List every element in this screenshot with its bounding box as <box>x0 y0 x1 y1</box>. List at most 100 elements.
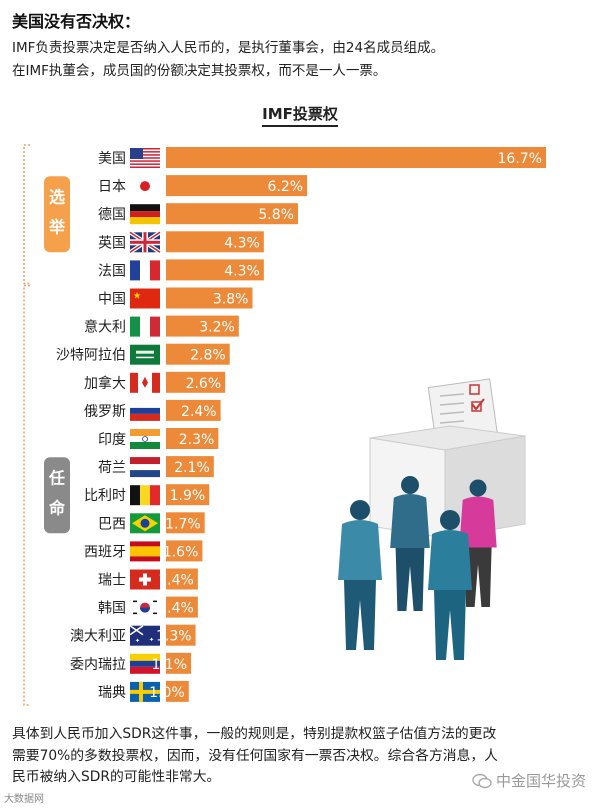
appointed-label-char: 命 <box>48 498 66 517</box>
footer-line: 需要70%的多数投票权，因而，没有任何国家有一票否决权。综合各方消息，人 <box>12 747 498 764</box>
flag-it-icon <box>130 316 160 337</box>
appointed-bracket <box>23 284 30 706</box>
voting-illustration <box>338 378 526 660</box>
country-label: 委内瑞拉 <box>70 657 126 673</box>
bar <box>166 540 203 562</box>
intro-line: IMF负责投票决定是否纳入人民币的，是执行董事会，由24名成员组成。 <box>12 40 445 56</box>
flag-de-icon <box>130 204 160 225</box>
country-label: 韩国 <box>98 601 126 617</box>
bar-value-label: 1.3% <box>156 629 192 645</box>
country-label: 瑞典 <box>98 685 126 701</box>
chart-title-text: IMF投票权 <box>262 105 338 127</box>
bar <box>166 596 198 618</box>
bar-value-label: 2.6% <box>186 376 222 392</box>
country-label: 美国 <box>98 151 126 167</box>
footer-line: 民币被纳入SDR的可能性非常大。 <box>12 769 221 785</box>
watermark-right: 中金国华投资 <box>472 770 586 791</box>
country-label: 印度 <box>98 432 126 448</box>
flag-kr-icon <box>130 597 160 618</box>
bar-value-label: 5.8% <box>258 207 294 223</box>
bar-value-label: 1.4% <box>158 601 194 617</box>
elected-label-char: 选 <box>49 187 65 206</box>
country-label: 日本 <box>98 179 126 195</box>
bar-value-label: 6.2% <box>267 179 303 195</box>
flag-gb-icon <box>128 230 162 254</box>
bar <box>166 259 264 281</box>
flag-fr-icon <box>130 260 160 281</box>
bar-value-label: 1.6% <box>163 544 199 560</box>
bar-value-label: 16.7% <box>498 151 542 167</box>
country-label: 加拿大 <box>84 375 126 392</box>
country-label: 西班牙 <box>84 544 126 560</box>
flag-ca-icon <box>130 372 160 393</box>
country-label: 英国 <box>98 234 126 251</box>
bar-value-label: 1.0% <box>149 685 185 701</box>
bar <box>166 428 219 449</box>
country-label: 中国 <box>98 292 126 308</box>
flag-ch-icon <box>130 569 160 590</box>
appointed-label-box <box>44 457 70 534</box>
bar-value-label: 3.2% <box>199 320 235 336</box>
country-label: 俄罗斯 <box>84 404 126 420</box>
bar <box>166 680 189 702</box>
bar-value-label: 2.1% <box>174 460 210 476</box>
bar-value-label: 1.1% <box>151 657 187 673</box>
watermark-left: 大数据网 <box>4 794 44 805</box>
country-label: 法国 <box>98 263 126 279</box>
bar-value-label: 2.3% <box>179 432 215 448</box>
country-label: 意大利 <box>84 319 126 336</box>
flag-es-icon <box>130 541 160 562</box>
bar-value-label: 1.9% <box>170 488 206 504</box>
flag-be-icon <box>130 485 160 506</box>
bar <box>166 371 226 393</box>
bar <box>166 203 298 225</box>
country-label: 德国 <box>98 207 126 223</box>
flag-sa-icon <box>130 344 160 365</box>
bar <box>166 315 239 337</box>
bar <box>166 147 546 168</box>
flag-br-icon <box>130 513 160 534</box>
country-label: 比利时 <box>84 488 126 504</box>
footer-line: 具体到人民币加入SDR这件事，一般的规则是，特别提款权篮子估值方法的更改 <box>12 726 497 742</box>
footer-text: 具体到人民币加入SDR这件事，一般的规则是，特别提款权篮子估值方法的更改 需要7… <box>12 724 588 789</box>
elected-label-box <box>44 176 70 253</box>
flag-au-icon: ✦✦ <box>129 625 160 646</box>
bar <box>166 652 192 674</box>
flag-in-icon <box>130 429 160 449</box>
bar <box>166 399 221 421</box>
flag-se-icon <box>130 681 160 702</box>
flag-jp-icon <box>130 176 160 197</box>
appointed-label-char: 任 <box>48 468 65 487</box>
svg-text:✦: ✦ <box>135 638 140 645</box>
svg-text:✦: ✦ <box>149 637 154 644</box>
page-title: 美国没有否决权： <box>12 12 141 31</box>
flag-nl-icon <box>130 457 160 478</box>
chart-title: IMF投票权 <box>0 103 600 127</box>
bar <box>166 175 308 197</box>
bar <box>166 568 198 590</box>
bar <box>166 287 253 309</box>
bar <box>166 512 205 534</box>
bar-value-label: 1.4% <box>158 573 194 589</box>
elected-bracket <box>23 144 30 285</box>
bar <box>166 231 264 253</box>
flag-us-icon <box>130 148 160 168</box>
bar <box>166 456 214 478</box>
wechat-icon <box>472 773 492 788</box>
bar <box>166 343 230 365</box>
country-label: 荷兰 <box>98 460 126 476</box>
intro-text: IMF负责投票决定是否纳入人民币的，是执行董事会，由24名成员组成。 在IMF执… <box>12 37 592 83</box>
bar-value-label: 4.3% <box>224 263 260 279</box>
svg-text:★: ★ <box>133 292 141 302</box>
flag-ru-icon <box>130 400 160 421</box>
bar-value-label: 1.7% <box>165 516 201 532</box>
intro-line: 在IMF执董会，成员国的份额决定其投票权，而不是一人一票。 <box>12 63 387 79</box>
country-label: 沙特阿拉伯 <box>56 348 126 364</box>
bar-value-label: 2.4% <box>181 404 217 420</box>
country-label: 瑞士 <box>98 573 126 589</box>
bar-value-label: 2.8% <box>190 348 226 364</box>
bar-value-label: 3.8% <box>213 292 249 308</box>
flag-cn-icon: ★ <box>130 288 160 309</box>
watermark-right-text: 中金国华投资 <box>495 772 586 790</box>
country-label: 巴西 <box>98 516 126 532</box>
